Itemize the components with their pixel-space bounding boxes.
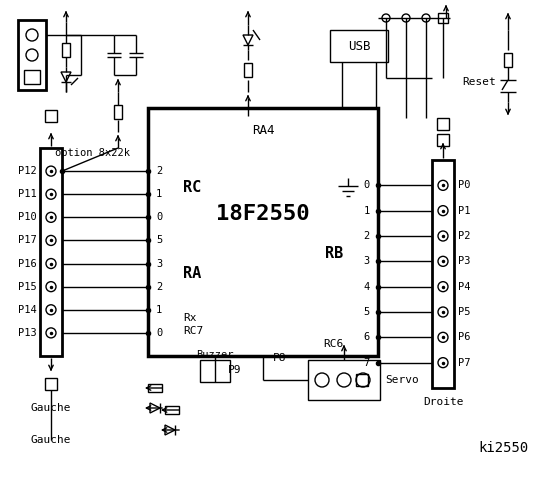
- Text: USB: USB: [348, 39, 371, 52]
- Text: P11: P11: [18, 189, 37, 199]
- Text: RC7: RC7: [183, 326, 204, 336]
- Bar: [114, 105, 122, 119]
- Circle shape: [438, 256, 448, 266]
- Text: 2: 2: [156, 282, 162, 292]
- Text: 2: 2: [364, 231, 370, 241]
- Bar: [45, 110, 57, 122]
- Text: P3: P3: [458, 256, 471, 266]
- Circle shape: [438, 282, 448, 292]
- Circle shape: [315, 373, 329, 387]
- Text: 0: 0: [156, 212, 162, 222]
- Text: Reset: Reset: [462, 77, 496, 87]
- Text: 1: 1: [156, 305, 162, 315]
- Circle shape: [26, 49, 38, 61]
- Bar: [40, 148, 62, 356]
- Text: RC: RC: [183, 180, 201, 195]
- Circle shape: [438, 307, 448, 317]
- Text: RC6: RC6: [323, 339, 343, 349]
- Bar: [308, 360, 380, 400]
- Text: 5: 5: [364, 307, 370, 317]
- Bar: [437, 118, 449, 130]
- Text: Gauche: Gauche: [31, 403, 71, 413]
- Text: 4: 4: [364, 282, 370, 292]
- Bar: [62, 43, 70, 57]
- Bar: [330, 30, 388, 62]
- Text: P4: P4: [458, 282, 471, 292]
- Circle shape: [402, 14, 410, 22]
- Circle shape: [46, 212, 56, 222]
- Text: P9: P9: [228, 365, 242, 375]
- Text: P15: P15: [18, 282, 37, 292]
- Text: Gauche: Gauche: [31, 435, 71, 445]
- Text: 3: 3: [156, 259, 162, 268]
- Text: P0: P0: [458, 180, 471, 191]
- Text: 0: 0: [156, 328, 162, 338]
- Text: Droite: Droite: [422, 397, 463, 407]
- Circle shape: [46, 189, 56, 199]
- Text: 0: 0: [364, 180, 370, 191]
- Circle shape: [46, 236, 56, 245]
- Circle shape: [46, 305, 56, 315]
- Circle shape: [438, 180, 448, 191]
- Text: RA: RA: [183, 265, 201, 280]
- Text: P13: P13: [18, 328, 37, 338]
- Circle shape: [46, 259, 56, 268]
- Bar: [437, 134, 449, 146]
- Text: Buzzer: Buzzer: [196, 350, 234, 360]
- Circle shape: [422, 14, 430, 22]
- Circle shape: [438, 231, 448, 241]
- Text: option 8x22k: option 8x22k: [55, 148, 130, 158]
- Text: 1: 1: [156, 189, 162, 199]
- Bar: [165, 406, 179, 414]
- Circle shape: [438, 205, 448, 216]
- Text: 3: 3: [364, 256, 370, 266]
- Bar: [18, 20, 46, 90]
- Bar: [24, 70, 40, 84]
- Circle shape: [46, 282, 56, 292]
- Circle shape: [26, 29, 38, 41]
- Text: Rx: Rx: [183, 313, 196, 323]
- Text: P10: P10: [18, 212, 37, 222]
- Text: ki2550: ki2550: [478, 441, 528, 455]
- Bar: [432, 160, 454, 388]
- Text: P16: P16: [18, 259, 37, 268]
- Circle shape: [356, 373, 370, 387]
- Circle shape: [337, 373, 351, 387]
- Circle shape: [438, 358, 448, 368]
- Text: RA4: RA4: [252, 123, 274, 136]
- Text: RB: RB: [325, 245, 343, 261]
- Text: P8: P8: [273, 353, 287, 363]
- Bar: [148, 108, 378, 356]
- Circle shape: [46, 166, 56, 176]
- Text: P5: P5: [458, 307, 471, 317]
- Bar: [148, 384, 162, 392]
- Circle shape: [46, 328, 56, 338]
- Text: Servo: Servo: [385, 375, 419, 385]
- Circle shape: [382, 14, 390, 22]
- Text: P2: P2: [458, 231, 471, 241]
- Circle shape: [438, 332, 448, 342]
- Text: P12: P12: [18, 166, 37, 176]
- Text: P14: P14: [18, 305, 37, 315]
- Text: P7: P7: [458, 358, 471, 368]
- Bar: [200, 360, 230, 382]
- Text: P1: P1: [458, 205, 471, 216]
- Bar: [244, 63, 252, 77]
- Bar: [438, 13, 448, 23]
- Text: 5: 5: [156, 236, 162, 245]
- Text: 1: 1: [364, 205, 370, 216]
- Text: 18F2550: 18F2550: [216, 204, 310, 224]
- Text: 2: 2: [156, 166, 162, 176]
- Text: P6: P6: [458, 332, 471, 342]
- Text: 7: 7: [364, 358, 370, 368]
- Bar: [45, 378, 57, 390]
- Bar: [504, 53, 512, 67]
- Bar: [356, 374, 368, 386]
- Text: 6: 6: [364, 332, 370, 342]
- Text: P17: P17: [18, 236, 37, 245]
